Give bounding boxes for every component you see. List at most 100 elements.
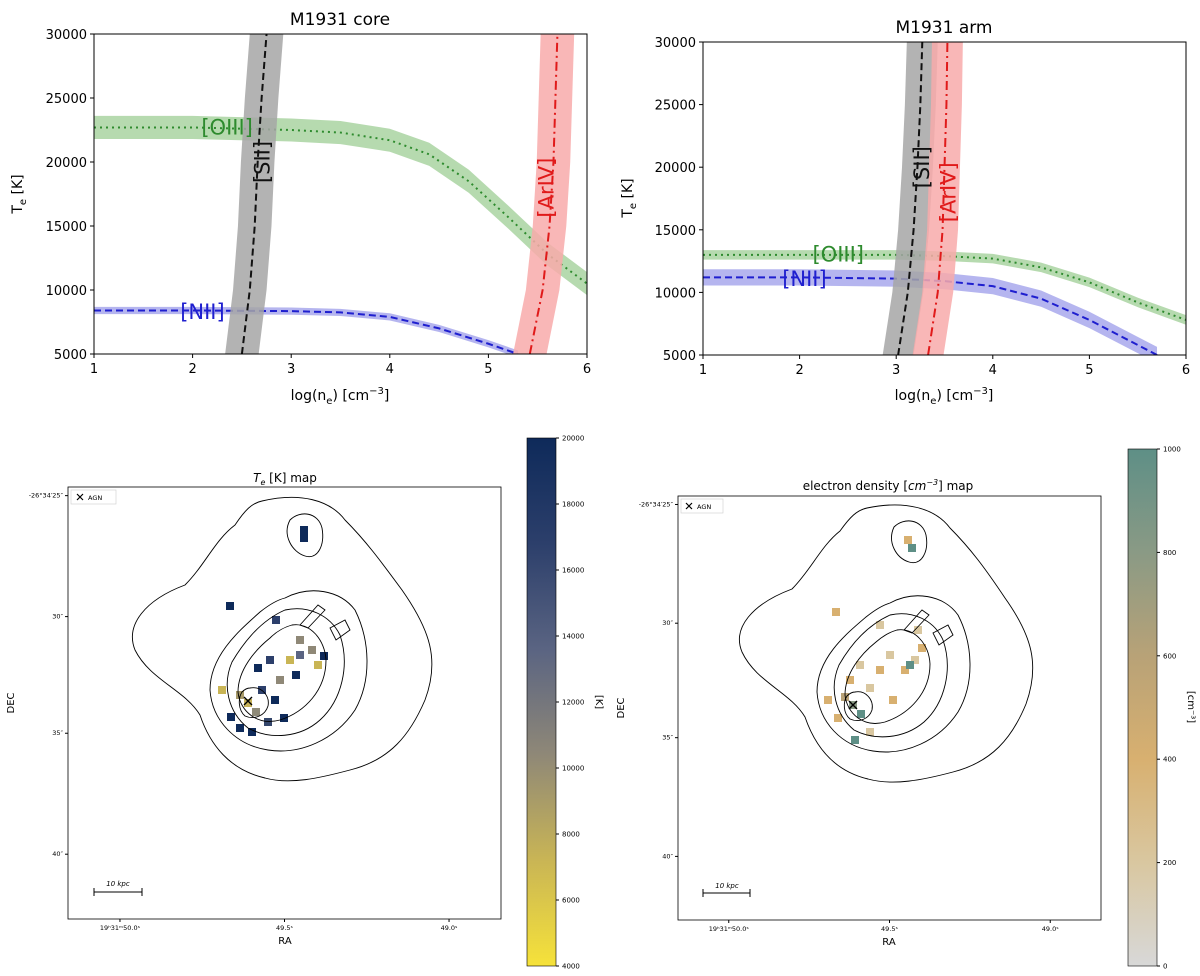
arm-xtick-label: 4: [989, 363, 997, 378]
ne-map-pixel: [866, 684, 874, 692]
te-legend: AGN: [70, 489, 117, 505]
arm-series-layer: [703, 42, 1186, 355]
core-label-oiii: [OIII]: [201, 116, 253, 140]
ne-scalebar: 10 kpc: [702, 882, 751, 897]
core-title: M1931 core: [290, 10, 390, 30]
ne-colorbar-ticks: 0 200 400 600 800 1000: [1157, 446, 1181, 971]
ne-agn-marker: [848, 700, 858, 710]
ne-xtick-label: 49.5ˢ: [881, 925, 898, 933]
arm-xtick-label: 1: [699, 363, 707, 378]
ne-cbtick-label: 0: [1163, 963, 1167, 971]
core-y-ticks: 5000 10000 15000 20000 25000 30000: [46, 28, 94, 363]
ne-map-pixel: [832, 608, 840, 616]
arm-xtick-label: 3: [892, 363, 900, 378]
ne-ytick-label: 40″: [662, 852, 673, 860]
te-map-xlabel: RA: [278, 936, 292, 947]
ne-map-pixel: [851, 736, 859, 744]
ne-contour-2: [816, 595, 971, 753]
te-map-contours: [132, 496, 433, 782]
ne-map-pixel: [834, 714, 842, 722]
core-ytick-label: 5000: [54, 348, 87, 363]
arm-line-sii: [897, 42, 924, 355]
arm-title: M1931 arm: [895, 18, 992, 38]
core-xtick-label: 3: [287, 362, 295, 377]
core-ytick-label: 15000: [46, 220, 87, 235]
te-map-panel: Te [K] map AGN 10 kpc 19ʰ31ᵐ50.0ˢ 49.5ˢ 49…: [6, 435, 604, 971]
ne-legend-label: AGN: [697, 503, 711, 511]
arm-line-ariv: [927, 42, 949, 355]
te-cbtick-label: 4000: [562, 963, 580, 971]
te-contour-top: [286, 513, 324, 558]
arm-ytick-label: 15000: [655, 224, 696, 239]
te-cbtick-label: 6000: [562, 897, 580, 905]
te-map-pixel: [218, 686, 226, 694]
ne-ytick-label: 30″: [662, 619, 673, 627]
core-line-sii: [240, 34, 268, 354]
core-xtick-label: 5: [484, 362, 492, 377]
arm-label-ariv: [ArIV]: [936, 162, 960, 222]
arm-xtick-label: 2: [795, 363, 803, 378]
arm-ylabel: Te [K]: [620, 178, 639, 218]
ne-map-xlabel: RA: [882, 937, 896, 948]
core-xtick-label: 1: [90, 362, 98, 377]
core-band-sii: [225, 34, 284, 354]
ne-map-y-ticks: -26°34′25″ 30″ 35″ 40″: [639, 500, 678, 860]
te-contour-3: [226, 608, 345, 737]
arm-label-nii: [NII]: [782, 267, 826, 291]
core-band-nii: [94, 306, 518, 354]
core-line-ariv: [528, 34, 559, 354]
ne-map-pixel: [906, 661, 914, 669]
arm-label-oiii: [OIII]: [812, 242, 864, 266]
te-ytick-label: 40″: [52, 850, 63, 858]
te-xtick-label: 49.0ˢ: [441, 924, 458, 932]
core-series-labels: [OIII] [NII] [SII] [ArIV]: [180, 116, 558, 324]
arm-ytick-label: 20000: [655, 161, 696, 176]
arm-ytick-label: 10000: [655, 286, 696, 301]
arm-axes-frame: [702, 41, 1187, 356]
core-ytick-label: 20000: [46, 156, 87, 171]
ne-map-contours: [739, 504, 1034, 783]
te-cbtick-label: 16000: [562, 567, 584, 575]
ne-map-pixel: [856, 661, 864, 669]
ne-map-pixel: [876, 666, 884, 674]
core-ytick-label: 30000: [46, 28, 87, 43]
core-xlabel: log(ne) [cm−3]: [291, 386, 390, 407]
core-x-ticks: 1 2 3 4 5 6: [90, 354, 591, 377]
ne-map-frame: [677, 495, 1102, 921]
ne-contour-3: [833, 613, 948, 738]
ne-colorbar: [1127, 448, 1158, 967]
arm-label-sii: [SII]: [910, 146, 934, 188]
te-map-pixel: [300, 526, 308, 534]
te-contour-2: [209, 590, 368, 752]
te-legend-x-icon: [76, 493, 84, 501]
arm-line-nii: [703, 276, 1158, 355]
ne-map-pixel: [886, 651, 894, 659]
te-map-pixel: [300, 534, 308, 542]
ne-map-pixel: [908, 544, 916, 552]
core-line-oiii: [94, 126, 587, 285]
core-label-sii: [SII]: [251, 141, 275, 183]
te-map-y-ticks: -26°34′25″ 30″ 35″ 40″: [29, 492, 68, 858]
core-band-oiii: [94, 115, 587, 296]
ne-contour-knot: [903, 609, 954, 646]
arm-series-labels: [OIII][NII] [SII] [ArIV]: [782, 146, 960, 291]
te-map-x-ticks: 19ʰ31ᵐ50.0ˢ 49.5ˢ 49.0ˢ: [100, 919, 458, 932]
ne-legend-x-icon: [685, 502, 693, 510]
core-ytick-label: 25000: [46, 92, 87, 107]
ne-map-pixels: [824, 536, 926, 744]
te-scalebar-label: 10 kpc: [106, 880, 130, 888]
ne-ytick-label: 35″: [662, 734, 673, 742]
te-map-pixel: [280, 714, 288, 722]
te-map-pixel: [252, 708, 260, 716]
te-map-pixel: [271, 696, 279, 704]
te-map-pixel: [286, 656, 294, 664]
ne-map-pixel: [866, 728, 874, 736]
te-map-pixel: [276, 676, 284, 684]
ne-map-pixel: [857, 710, 865, 718]
ne-cbtick-label: 200: [1163, 859, 1176, 867]
te-xtick-label: 19ʰ31ᵐ50.0ˢ: [100, 924, 141, 932]
te-colorbar-label: [K]: [593, 695, 604, 709]
te-map-pixel: [227, 713, 235, 721]
ne-map-pixel: [876, 621, 884, 629]
te-map-pixel: [236, 724, 244, 732]
